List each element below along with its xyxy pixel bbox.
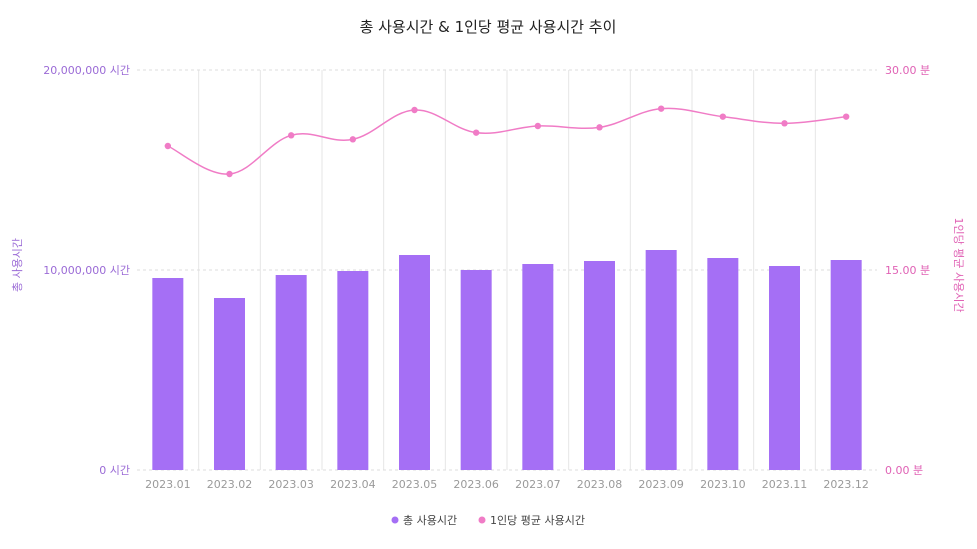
x-tick-label: 2023.07: [515, 478, 561, 491]
y-left-tick-label: 0 시간: [99, 464, 130, 477]
left-axis-label: 총 사용시간: [11, 238, 24, 292]
bar: [584, 261, 615, 470]
bar: [275, 275, 307, 470]
line-point: [781, 120, 788, 127]
legend-label-line: 1인당 평균 사용시간: [490, 514, 585, 527]
bar: [214, 298, 245, 470]
bar: [460, 270, 492, 470]
legend-marker-bars: [391, 516, 399, 524]
legend-marker-line: [478, 516, 486, 524]
x-tick-label: 2023.02: [207, 478, 253, 491]
line-point: [349, 136, 357, 143]
bar: [399, 255, 430, 470]
x-tick-label: 2023.06: [453, 478, 499, 491]
y-right-tick-label: 0.00 분: [885, 464, 923, 477]
line-point: [411, 106, 418, 114]
line-point: [657, 105, 665, 112]
bar: [152, 278, 184, 470]
chart-title: 총 사용시간 & 1인당 평균 사용시간 추이: [360, 18, 617, 36]
line-point: [596, 124, 603, 131]
bar-series: [152, 250, 862, 470]
x-tick-label: 2023.03: [268, 478, 314, 491]
bar: [830, 260, 862, 470]
x-tick-label: 2023.09: [638, 478, 684, 491]
axes: 0 시간 0.00 분 10,000,000 시간 15.00 분 20,000,000…: [43, 64, 930, 491]
bar: [337, 271, 369, 470]
line-point: [164, 142, 172, 150]
x-tick-label: 2023.10: [700, 478, 746, 491]
line-point: [842, 113, 850, 120]
line-point: [226, 170, 233, 178]
bar: [707, 258, 739, 470]
line-point: [472, 129, 480, 136]
y-left-tick-label: 20,000,000 시간: [43, 64, 130, 77]
x-tick-label: 2023.01: [145, 478, 191, 491]
x-tick-label: 2023.12: [823, 478, 869, 491]
y-right-tick-label: 15.00 분: [885, 264, 930, 277]
line-series: [164, 105, 850, 178]
bar: [769, 266, 800, 470]
bar: [645, 250, 677, 470]
right-axis-label: 1인당 평균 사용시간: [952, 218, 965, 313]
line-point: [534, 122, 542, 130]
x-tick-label: 2023.04: [330, 478, 376, 491]
x-tick-label: 2023.08: [577, 478, 623, 491]
bar: [522, 264, 554, 470]
legend: 총 사용시간 1인당 평균 사용시간: [391, 514, 585, 527]
x-tick-label: 2023.05: [392, 478, 438, 491]
line-point: [719, 113, 727, 120]
y-right-tick-label: 30.00 분: [885, 64, 930, 77]
legend-label-bars: 총 사용시간: [403, 514, 457, 527]
y-left-tick-label: 10,000,000 시간: [43, 264, 130, 277]
x-tick-label: 2023.11: [762, 478, 808, 491]
line-point: [287, 132, 295, 139]
